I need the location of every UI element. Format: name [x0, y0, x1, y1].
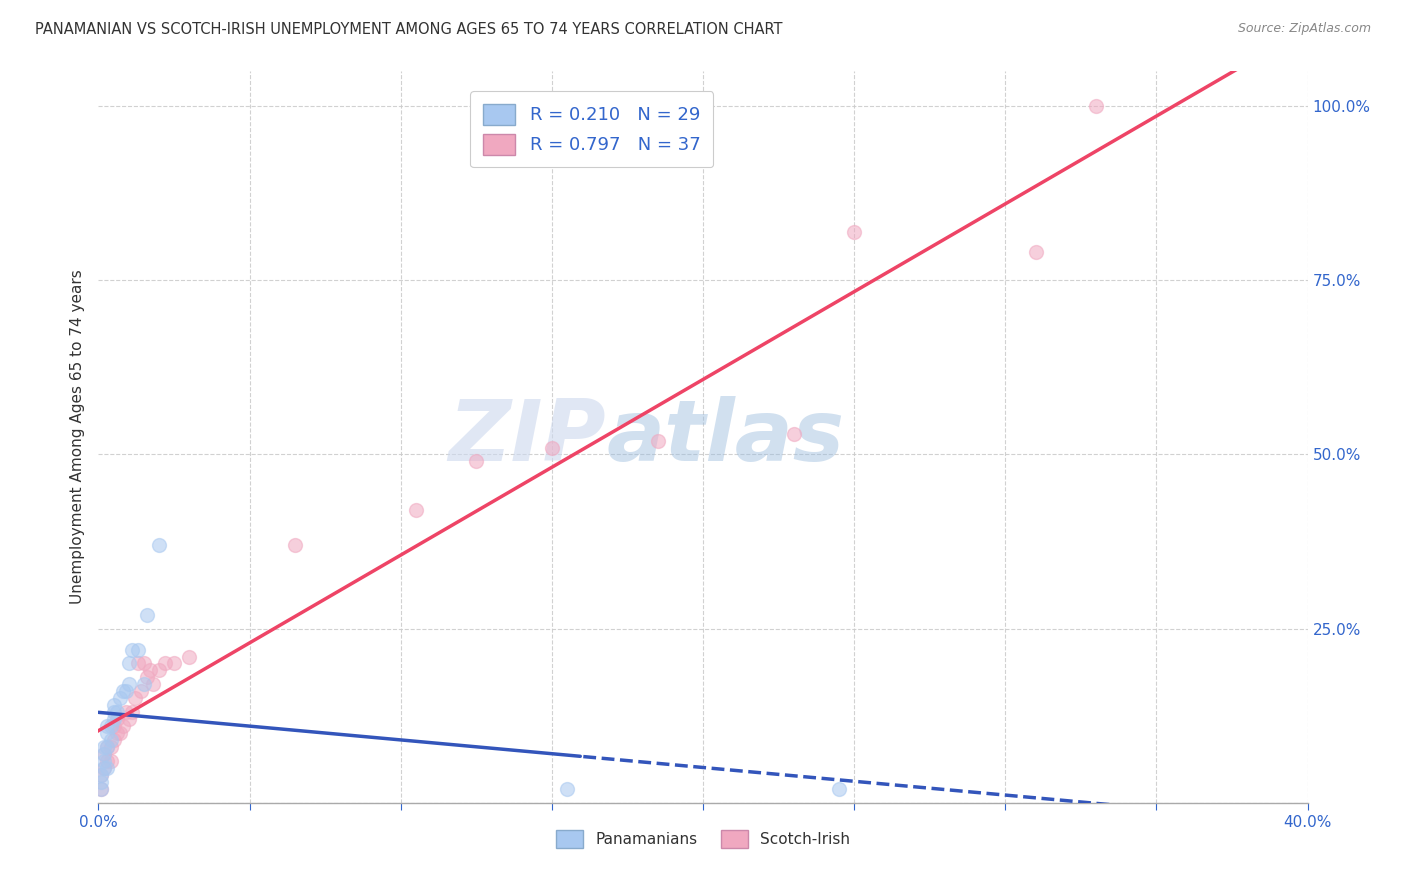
Point	[121, 642, 143, 657]
Text: atlas: atlas	[606, 395, 845, 479]
Point	[148, 664, 170, 678]
Point	[121, 705, 143, 719]
Point	[105, 726, 128, 740]
Point	[284, 538, 307, 552]
Point	[93, 747, 115, 761]
Point	[163, 657, 186, 671]
Point	[100, 733, 122, 747]
Point	[93, 761, 115, 775]
Point	[114, 705, 136, 719]
Point	[93, 740, 115, 755]
Point	[93, 747, 115, 761]
Point	[100, 740, 122, 755]
Point	[111, 719, 134, 733]
Legend: Panamanians, Scotch-Irish: Panamanians, Scotch-Irish	[550, 824, 856, 854]
Point	[465, 454, 488, 468]
Point	[103, 705, 125, 719]
Point	[132, 657, 155, 671]
Text: PANAMANIAN VS SCOTCH-IRISH UNEMPLOYMENT AMONG AGES 65 TO 74 YEARS CORRELATION CH: PANAMANIAN VS SCOTCH-IRISH UNEMPLOYMENT …	[35, 22, 783, 37]
Point	[1024, 245, 1046, 260]
Point	[783, 426, 806, 441]
Point	[103, 733, 125, 747]
Point	[105, 705, 128, 719]
Text: ZIP: ZIP	[449, 395, 606, 479]
Point	[96, 754, 118, 768]
Point	[96, 761, 118, 775]
Point	[129, 684, 152, 698]
Point	[127, 657, 149, 671]
Point	[135, 607, 157, 622]
Point	[93, 754, 115, 768]
Y-axis label: Unemployment Among Ages 65 to 74 years: Unemployment Among Ages 65 to 74 years	[69, 269, 84, 605]
Text: Source: ZipAtlas.com: Source: ZipAtlas.com	[1237, 22, 1371, 36]
Point	[90, 768, 112, 782]
Point	[90, 781, 112, 796]
Point	[96, 719, 118, 733]
Point	[114, 684, 136, 698]
Point	[118, 657, 141, 671]
Point	[179, 649, 201, 664]
Point	[1085, 99, 1108, 113]
Point	[100, 754, 122, 768]
Point	[90, 781, 112, 796]
Point	[127, 642, 149, 657]
Point	[132, 677, 155, 691]
Point	[118, 677, 141, 691]
Point	[405, 503, 427, 517]
Point	[844, 225, 866, 239]
Point	[100, 719, 122, 733]
Point	[103, 719, 125, 733]
Point	[647, 434, 669, 448]
Point	[90, 775, 112, 789]
Point	[111, 684, 134, 698]
Point	[142, 677, 165, 691]
Point	[96, 740, 118, 755]
Point	[135, 670, 157, 684]
Point	[108, 691, 131, 706]
Point	[148, 538, 170, 552]
Point	[555, 781, 578, 796]
Point	[124, 691, 146, 706]
Point	[105, 712, 128, 726]
Point	[103, 712, 125, 726]
Point	[90, 768, 112, 782]
Point	[828, 781, 851, 796]
Point	[153, 657, 176, 671]
Point	[540, 441, 562, 455]
Point	[118, 712, 141, 726]
Point	[96, 726, 118, 740]
Point	[108, 726, 131, 740]
Point	[93, 761, 115, 775]
Point	[139, 664, 162, 678]
Point	[103, 698, 125, 713]
Point	[96, 740, 118, 755]
